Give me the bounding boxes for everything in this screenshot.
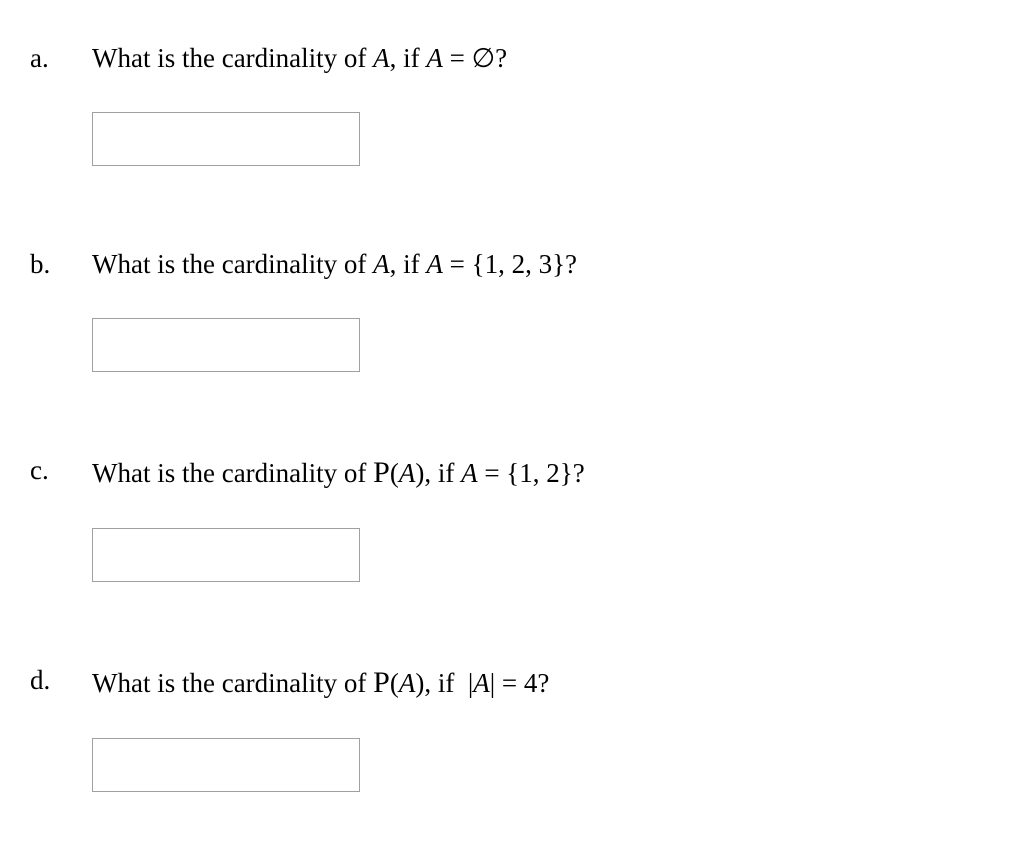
question-a: a. What is the cardinality of A, if A = … xyxy=(30,40,994,166)
question-prompt: What is the cardinality of A, if A = {1,… xyxy=(92,246,994,284)
question-body: What is the cardinality of A, if A = {1,… xyxy=(92,246,994,372)
answer-input-d[interactable] xyxy=(92,738,360,792)
answer-input-b[interactable] xyxy=(92,318,360,372)
question-label: a. xyxy=(30,40,60,78)
answer-input-c[interactable] xyxy=(92,528,360,582)
question-label: c. xyxy=(30,452,60,490)
question-prompt: What is the cardinality of A, if A = ∅? xyxy=(92,40,994,78)
question-body: What is the cardinality of A, if A = ∅? xyxy=(92,40,994,166)
question-body: What is the cardinality of P(A), if |A| … xyxy=(92,662,994,792)
answer-input-a[interactable] xyxy=(92,112,360,166)
question-label: d. xyxy=(30,662,60,700)
question-prompt: What is the cardinality of P(A), if A = … xyxy=(92,452,994,494)
question-body: What is the cardinality of P(A), if A = … xyxy=(92,452,994,582)
question-d: d. What is the cardinality of P(A), if |… xyxy=(30,662,994,792)
question-label: b. xyxy=(30,246,60,284)
questions-container: a. What is the cardinality of A, if A = … xyxy=(30,40,994,818)
question-c: c. What is the cardinality of P(A), if A… xyxy=(30,452,994,582)
question-prompt: What is the cardinality of P(A), if |A| … xyxy=(92,662,994,704)
question-b: b. What is the cardinality of A, if A = … xyxy=(30,246,994,372)
